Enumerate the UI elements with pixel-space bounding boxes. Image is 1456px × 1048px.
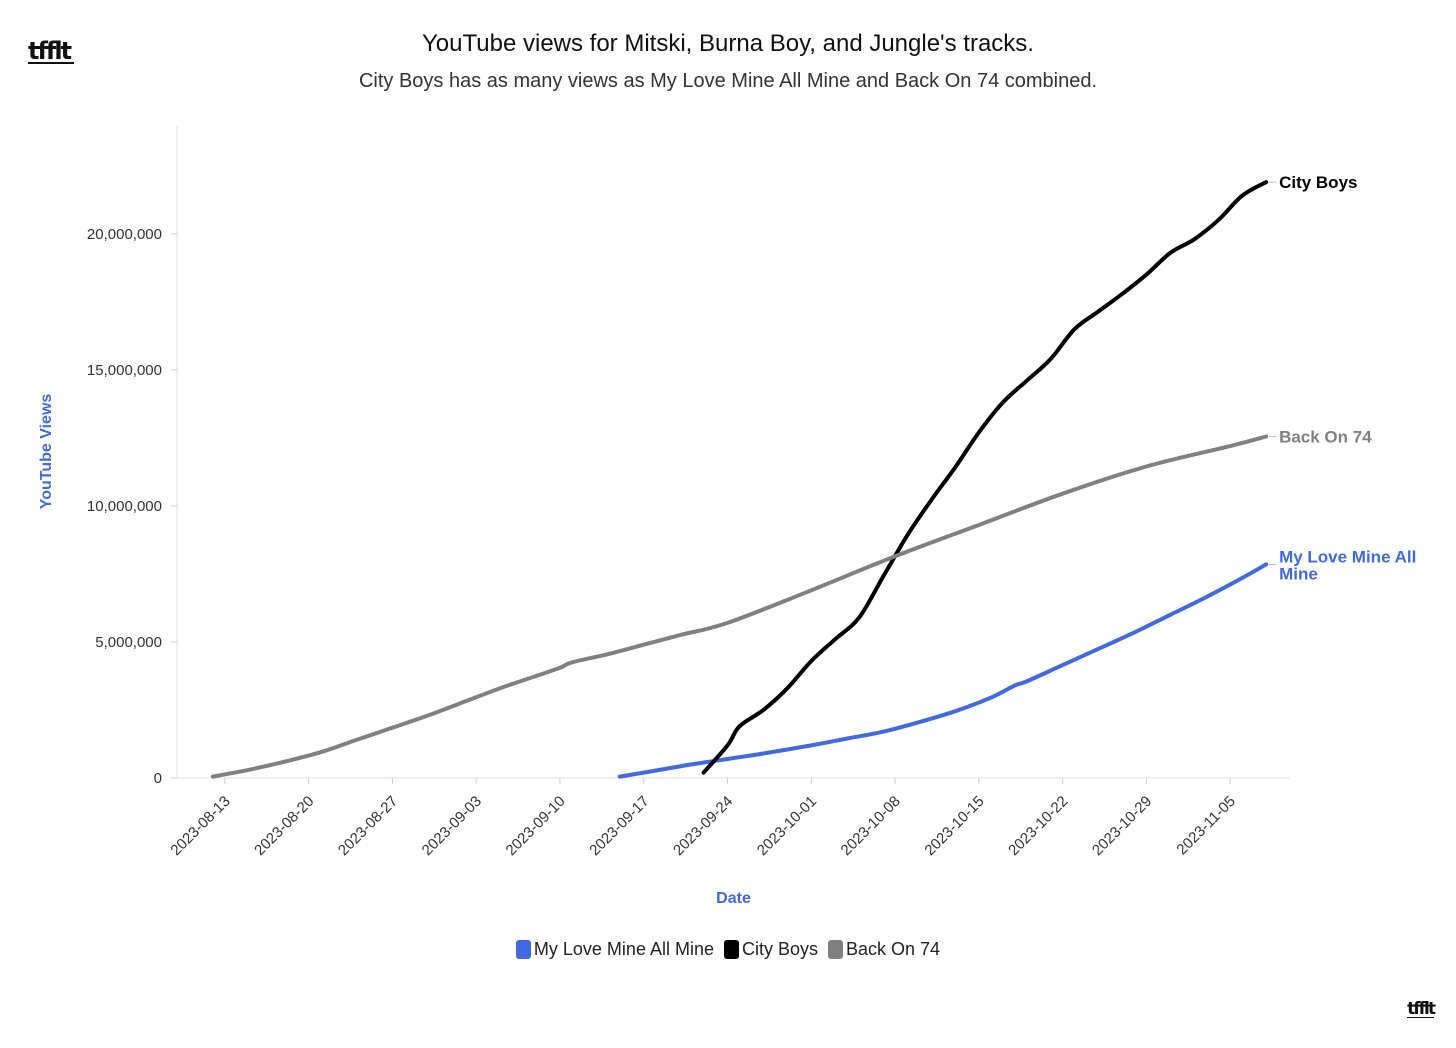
end-label-line: My Love Mine All xyxy=(1279,547,1416,566)
y-tick-label: 5,000,000 xyxy=(95,634,162,651)
x-tick-label: 2023-10-08 xyxy=(838,793,904,859)
end-label-back-on-74: Back On 74 xyxy=(1279,428,1372,447)
end-labels-layer: My Love Mine All Mine City Boys Back On 74 xyxy=(1269,173,1416,583)
y-tick-label: 15,000,000 xyxy=(87,362,162,379)
x-tick-label: 2023-10-22 xyxy=(1005,793,1071,859)
x-tick-label: 2023-09-24 xyxy=(670,793,736,859)
legend-item-city-boys[interactable]: City Boys xyxy=(723,939,819,960)
brand-logo-top: tfflt xyxy=(28,39,75,64)
y-tick-label: 10,000,000 xyxy=(87,498,162,515)
x-tick-label: 2023-10-15 xyxy=(921,793,987,859)
x-tick-label: 2023-08-27 xyxy=(335,793,401,859)
x-tick-label: 2023-10-01 xyxy=(754,793,820,859)
x-tick-label: 2023-08-13 xyxy=(167,793,233,859)
x-tick-label: 2023-10-29 xyxy=(1089,793,1155,859)
brand-logo-bottom: tfflt xyxy=(1407,999,1436,1019)
y-axis-title: YouTube Views xyxy=(38,394,55,510)
legend-swatch xyxy=(723,940,739,959)
chart-legend: My Love Mine All Mine City Boys Back On … xyxy=(0,939,1456,960)
end-label-my-love-mine-all-mine: My Love Mine All Mine xyxy=(1279,547,1416,583)
y-tick-label: 0 xyxy=(154,770,162,787)
x-tick-label: 2023-11-05 xyxy=(1173,793,1238,858)
x-tick-label: 2023-09-17 xyxy=(586,793,652,859)
end-label-city-boys: City Boys xyxy=(1279,173,1357,192)
legend-label: Back On 74 xyxy=(846,939,941,959)
chart-title: YouTube views for Mitski, Burna Boy, and… xyxy=(422,30,1034,57)
x-tick-label: 2023-09-03 xyxy=(419,793,485,859)
legend-label: City Boys xyxy=(741,939,819,959)
series-line-city-boys xyxy=(701,180,1269,775)
end-label-line: Mine xyxy=(1279,564,1318,583)
x-tick-label: 2023-09-10 xyxy=(503,793,569,859)
legend-swatch xyxy=(828,940,844,959)
legend-label: My Love Mine All Mine xyxy=(533,939,714,959)
legend-item-my-love-mine-all-mine[interactable]: My Love Mine All Mine xyxy=(515,939,714,960)
chart-subtitle: City Boys has as many views as My Love M… xyxy=(358,70,1098,92)
x-axis-title: Date xyxy=(716,890,751,907)
series-line-my-love-mine-all-mine xyxy=(617,562,1269,779)
y-tick-label: 20,000,000 xyxy=(87,226,162,243)
legend-item-back-on-74[interactable]: Back On 74 xyxy=(828,939,940,960)
series-layer xyxy=(210,180,1269,779)
chart-axes: 0 5,000,000 10,000,000 15,000,000 20,000,000… xyxy=(38,125,1290,907)
legend-swatch xyxy=(515,940,531,959)
x-tick-label: 2023-08-20 xyxy=(251,793,317,859)
series-line-back-on-74 xyxy=(210,434,1269,779)
